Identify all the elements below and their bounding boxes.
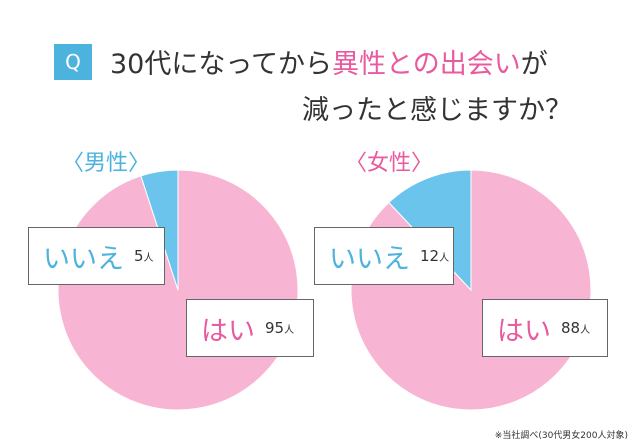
female-yes-label: はい — [497, 315, 551, 347]
male-no-value: 5 — [134, 247, 144, 265]
question-line-1: 30代になってから異性との出会いが — [110, 42, 548, 81]
female-no-unit: 人 — [439, 252, 450, 264]
female-yes-callout: はい 88 人 — [482, 299, 608, 357]
female-yes-value: 88 — [561, 319, 581, 337]
question-line-2: 減ったと感じますか？ — [302, 95, 572, 126]
female-no-value: 12 — [420, 247, 440, 265]
male-chart-title: 〈男性〉 — [62, 151, 151, 176]
male-yes-label: はい — [201, 315, 255, 347]
question-highlight: 異性との出会い — [332, 49, 521, 80]
female-no-label: いいえ — [329, 243, 410, 275]
female-yes-unit: 人 — [580, 324, 591, 336]
footnote: ※当社調べ(30代男女200人対象) — [494, 431, 628, 441]
question-text-end: が — [520, 49, 548, 80]
female-no-callout: いいえ 12 人 — [314, 227, 454, 285]
question-text-start: 30代になってから — [110, 49, 333, 80]
male-yes-value: 95 — [265, 319, 285, 337]
question-badge: Q — [54, 44, 92, 80]
female-chart-title: 〈女性〉 — [345, 151, 434, 176]
male-no-label: いいえ — [43, 243, 124, 275]
male-no-unit: 人 — [143, 252, 154, 264]
male-yes-callout: はい 95 人 — [186, 299, 314, 357]
male-yes-unit: 人 — [284, 324, 295, 336]
